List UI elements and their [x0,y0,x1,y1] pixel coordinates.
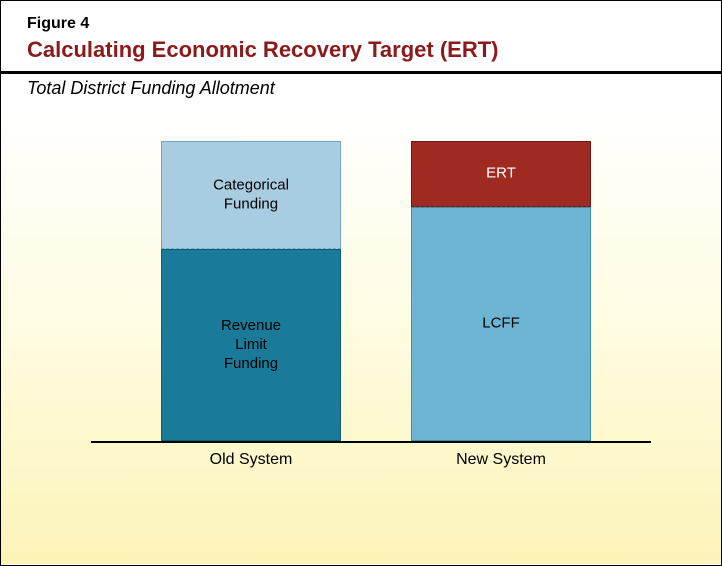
bar-new-system: LCFF ERT [411,141,591,441]
segment-categorical: Categorical Funding [161,141,341,249]
figure-number: Figure 4 [1,1,721,35]
segment-label-lcff: LCFF [412,315,590,334]
segment-ert: ERT [411,141,591,207]
chart-area: Revenue Limit Funding Categorical Funding… [91,121,651,521]
bar-old-system: Revenue Limit Funding Categorical Funding [161,141,341,441]
plot-background: Revenue Limit Funding Categorical Funding… [1,109,721,564]
segment-label-revenue_limit: Revenue Limit Funding [162,317,340,373]
segment-label-categorical: Categorical Funding [162,176,340,214]
segment-revenue_limit: Revenue Limit Funding [161,249,341,441]
x-label-new-system: New System [411,451,591,469]
figure-subtitle: Total District Funding Allotment [1,74,721,99]
segment-lcff: LCFF [411,207,591,441]
plot-gradient: Revenue Limit Funding Categorical Funding… [1,109,721,564]
figure-title: Calculating Economic Recovery Target (ER… [1,35,721,71]
x-axis [91,441,651,443]
figure-container: Figure 4 Calculating Economic Recovery T… [0,0,722,566]
x-label-old-system: Old System [161,451,341,469]
segment-label-ert: ERT [412,165,590,184]
